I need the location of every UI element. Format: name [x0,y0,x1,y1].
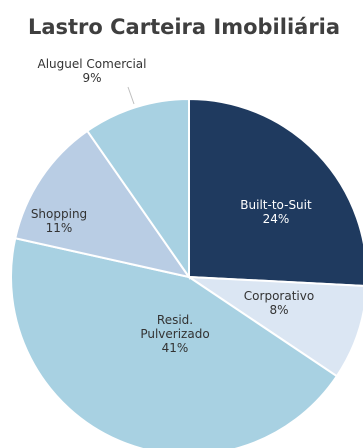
pie-slices [10,97,363,448]
leader-lines [127,86,135,105]
slice-category-label: Resid. [157,313,193,327]
slice-value-label: 9% [82,71,101,85]
pie-slice-4 [85,97,190,281]
leader-line [127,86,135,105]
slice-category-label: Shopping [31,207,87,221]
pie-slice-3 [14,129,192,279]
slice-category-label: Pulverizado [140,327,209,341]
slice-value-label: 41% [162,341,189,355]
slice-category-label: Corporativo [244,289,314,303]
chart-title: Lastro Carteira Imobiliária [28,15,340,39]
slice-value-label: 8% [269,303,288,317]
slice-value-label: 24% [263,212,290,226]
pie-slice-1 [185,275,363,378]
slice-category-label: Aluguel Comercial [38,57,147,71]
pie-slice-0 [188,97,363,287]
pie-slice-2 [10,237,339,448]
slice-value-label: 11% [46,221,73,235]
slice-category-label: Built-to-Suit [240,198,312,212]
